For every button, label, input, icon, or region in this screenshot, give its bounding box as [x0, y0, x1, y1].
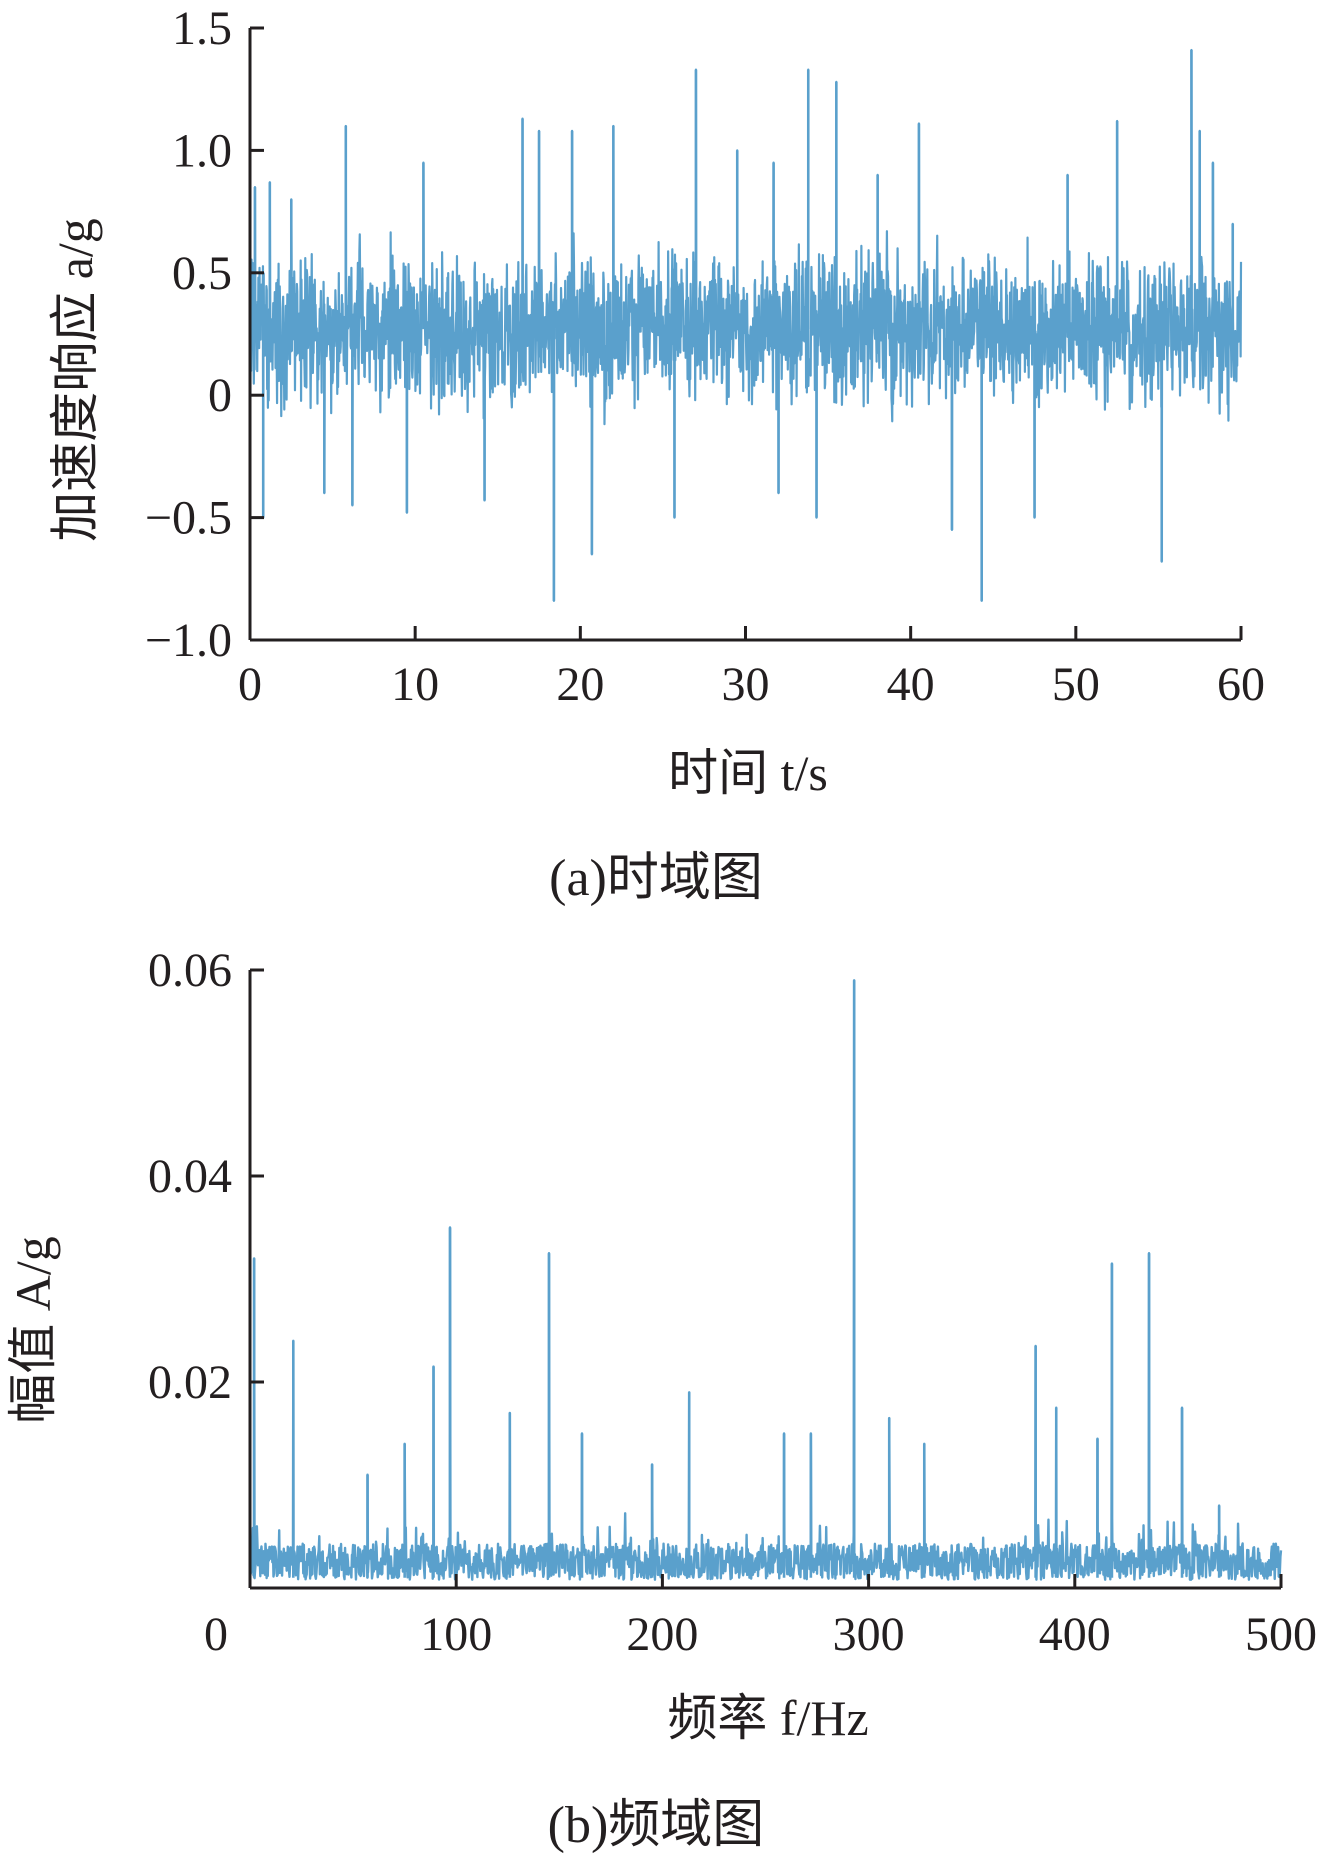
- y-tick-label: 0.5: [172, 247, 232, 300]
- frequency-domain-panel-label: (b)频域图: [548, 1797, 765, 1854]
- time-domain-y-label: 加速度响应 a/g: [47, 218, 103, 542]
- y-tick-label: −1.0: [145, 614, 232, 667]
- x-tick-label: 300: [833, 1608, 905, 1661]
- x-tick-label: 10: [391, 658, 439, 711]
- x-tick-label: 0: [238, 658, 262, 711]
- y-tick-label: 0: [208, 369, 232, 422]
- y-tick-label: −0.5: [145, 492, 232, 545]
- x-tick-label: 50: [1052, 658, 1100, 711]
- x-tick-label: 0: [204, 1608, 228, 1661]
- frequency-domain-y-ticks: 0.02 0.04 0.06: [148, 944, 264, 1409]
- series-line: [248, 48, 1243, 602]
- x-tick-label: 200: [626, 1608, 698, 1661]
- time-domain-x-ticks: 0 10 20 30 40 50 60: [238, 626, 1265, 711]
- x-tick-label: 30: [722, 658, 770, 711]
- y-tick-label: 0.04: [148, 1150, 232, 1203]
- time-domain-series: [248, 48, 1243, 602]
- frequency-domain-series: [248, 979, 1283, 1581]
- time-domain-panel-label: (a)时域图: [549, 850, 763, 907]
- x-tick-label: 20: [556, 658, 604, 711]
- series-line: [248, 979, 1283, 1581]
- time-domain-panel: 0 10 20 30 40 50 60 −1.0−0.500.51.01.5 时间 t/s …: [47, 2, 1265, 907]
- time-domain-x-label: 时间 t/s: [668, 745, 828, 801]
- x-tick-label: 40: [887, 658, 935, 711]
- y-tick-label: 0.06: [148, 944, 232, 997]
- x-tick-label: 500: [1245, 1608, 1317, 1661]
- frequency-domain-y-label: 幅值 A/g: [5, 1236, 61, 1424]
- frequency-domain-x-ticks: 0 100 200 300 400 500: [204, 1574, 1317, 1661]
- y-tick-label: 1.5: [172, 2, 232, 55]
- x-tick-label: 400: [1039, 1608, 1111, 1661]
- time-domain-y-ticks: −1.0 −0.5 0 0.5 1.0 1.5: [145, 2, 264, 667]
- frequency-domain-panel: 0 100 200 300 400 500 0.02 0.04 0.06 频率 f/Hz 幅值…: [5, 944, 1317, 1854]
- x-tick-label: 60: [1217, 658, 1265, 711]
- y-tick-label: 0.02: [148, 1356, 232, 1409]
- x-tick-label: 100: [420, 1608, 492, 1661]
- y-tick-label: 1.0: [172, 124, 232, 177]
- frequency-domain-x-label: 频率 f/Hz: [667, 1690, 868, 1746]
